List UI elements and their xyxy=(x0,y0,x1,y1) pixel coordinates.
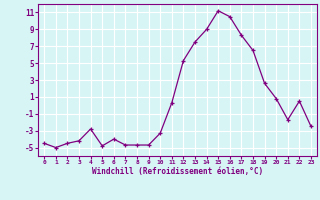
X-axis label: Windchill (Refroidissement éolien,°C): Windchill (Refroidissement éolien,°C) xyxy=(92,167,263,176)
